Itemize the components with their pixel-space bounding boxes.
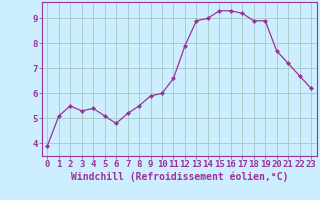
- X-axis label: Windchill (Refroidissement éolien,°C): Windchill (Refroidissement éolien,°C): [70, 172, 288, 182]
